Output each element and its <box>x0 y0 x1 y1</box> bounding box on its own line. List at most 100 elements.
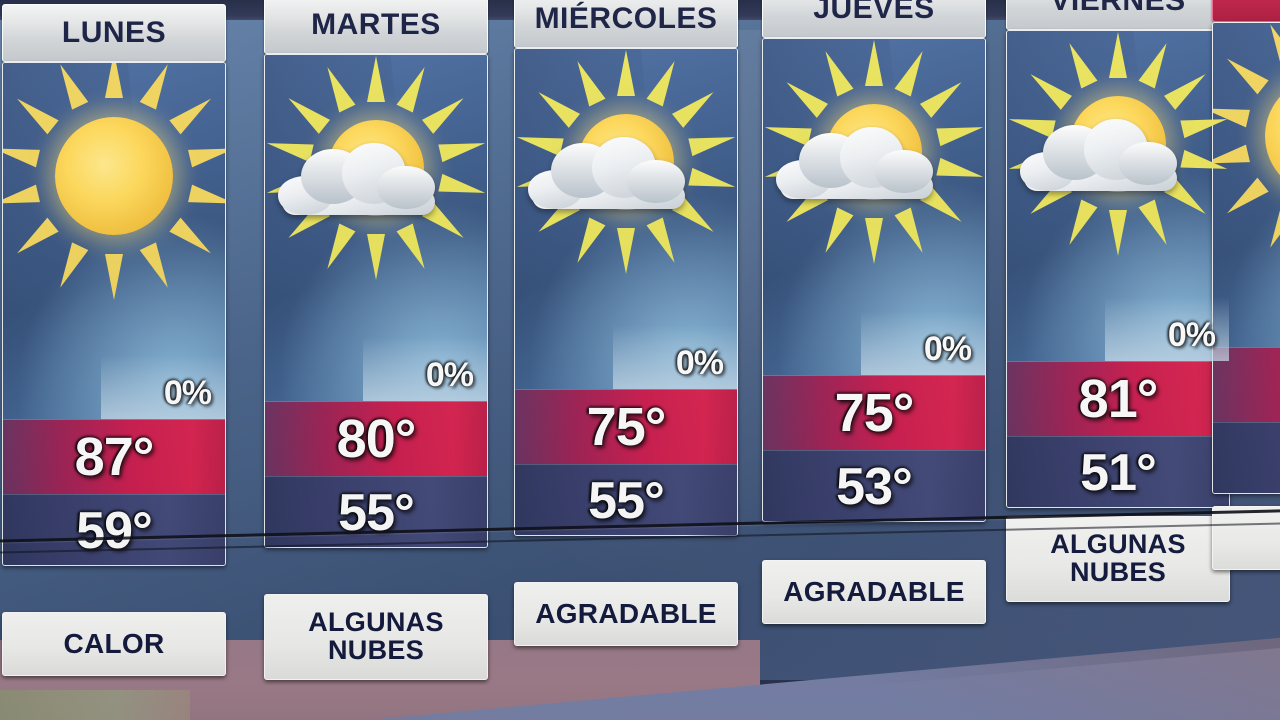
sun-ray <box>438 173 487 202</box>
condition-line: NUBES <box>1069 557 1166 587</box>
day-name-plate[interactable]: MARTES <box>264 0 488 54</box>
sun-ray <box>367 234 385 280</box>
sun-ray <box>936 157 985 186</box>
sun-ray <box>1024 67 1073 110</box>
weather-icon <box>3 63 225 300</box>
day-name: MARTES <box>311 8 441 41</box>
precip-haze <box>612 325 737 389</box>
cloud-icon <box>278 138 438 222</box>
precip-probability: 0% <box>425 356 474 394</box>
sun-ray <box>169 91 217 135</box>
sun-ray <box>1061 39 1098 89</box>
sun-ray <box>421 91 470 134</box>
sun-ray <box>11 217 59 261</box>
sky-panel: 0% <box>1007 31 1229 361</box>
condition-text: CALOR <box>61 626 166 663</box>
weather-icon <box>763 40 985 264</box>
sun-ray <box>1109 210 1127 256</box>
condition-line: ALGUNAS <box>1050 529 1186 560</box>
sky-panel: 0% <box>265 55 487 401</box>
low-temp-band: 5 <box>1213 422 1280 493</box>
precip-probability: 0% <box>923 330 972 368</box>
forecast-day-card[interactable]: MARTES 0% 80° 55° ALGUNAS NUBES <box>258 0 494 680</box>
sun-ray <box>1262 23 1280 70</box>
condition-line: CALOR <box>63 627 165 659</box>
sun-disc <box>1265 77 1280 195</box>
forecast-day-card[interactable]: LUNES 0% 87° 59° CALOR <box>0 0 232 676</box>
sun-ray <box>617 50 635 96</box>
forecast-day-card[interactable]: JUEVES 0% 75° 53° AGRADABLE <box>756 0 992 624</box>
sun-ray <box>319 63 356 113</box>
sun-ray <box>105 63 123 98</box>
sun-ray <box>936 118 985 147</box>
sun-ray <box>1138 199 1175 249</box>
low-temp: 53° <box>836 458 913 516</box>
high-temp: 75° <box>834 383 915 443</box>
cloud-icon <box>1020 114 1180 198</box>
cloud-puff <box>627 160 685 204</box>
condition-line: AGRADABLE <box>783 575 965 607</box>
condition-plate[interactable]: ALGUNAS NUBES <box>264 594 488 680</box>
sun-ray <box>188 139 225 168</box>
day-name-plate[interactable]: SÁB <box>1212 0 1280 22</box>
sun-ray <box>1061 199 1098 249</box>
sun-ray <box>671 85 720 128</box>
condition-text: AGRADABLE <box>533 596 719 633</box>
sun-ray <box>3 139 40 168</box>
day-name-plate[interactable]: JUEVES <box>762 0 986 38</box>
sun-ray <box>11 91 59 135</box>
condition-plate[interactable]: AGRADABLE <box>762 560 986 624</box>
sun-ray <box>52 242 89 292</box>
sun-ray <box>865 40 883 86</box>
day-name: JUEVES <box>813 0 935 25</box>
forecast-day-card[interactable]: SÁB85 SOLE <box>1206 0 1280 570</box>
high-temp: 75° <box>586 397 667 457</box>
sun-ray <box>569 57 606 107</box>
sun-ray <box>169 217 217 261</box>
sun-ray <box>1213 144 1250 173</box>
condition-plate[interactable]: CALOR <box>2 612 226 676</box>
day-name: MIÉRCOLES <box>534 2 718 35</box>
high-temp-band: 87° <box>3 419 225 494</box>
day-body: 85 <box>1212 22 1280 494</box>
sun-ray <box>1213 99 1250 128</box>
high-temp-band: 75° <box>763 375 985 450</box>
condition-plate[interactable]: ALGUNAS NUBES <box>1006 516 1230 602</box>
low-temp-band: 51° <box>1007 436 1229 507</box>
sun-ray <box>52 63 89 110</box>
sky-panel: 0% <box>3 63 225 419</box>
day-name-plate[interactable]: LUNES <box>2 4 226 62</box>
condition-plate[interactable]: AGRADABLE <box>514 582 738 646</box>
sun-ray <box>3 184 40 213</box>
precip-probability: 0% <box>675 344 724 382</box>
sun-ray <box>1262 202 1280 252</box>
sun-ray <box>646 57 683 107</box>
sun-ray <box>438 134 487 163</box>
day-name-plate[interactable]: VIERNES <box>1006 0 1230 30</box>
sun-ray <box>188 184 225 213</box>
condition-plate[interactable]: SOLE <box>1212 506 1280 570</box>
cloud-puff <box>377 166 435 210</box>
high-temp-band: 80° <box>265 401 487 476</box>
sun-ray <box>105 254 123 300</box>
sun-ray <box>688 128 737 157</box>
cloud-icon <box>528 132 688 216</box>
day-name-plate[interactable]: MIÉRCOLES <box>514 0 738 48</box>
condition-text: ALGUNAS NUBES <box>306 605 446 668</box>
high-temp: 81° <box>1078 369 1159 429</box>
precip-haze <box>1104 297 1229 361</box>
sun-ray <box>919 75 968 118</box>
forecast-day-card[interactable]: MIÉRCOLES 0% 75° 55° AGRADABLE <box>508 0 744 646</box>
sun-ray <box>1163 67 1212 110</box>
day-name: VIERNES <box>1050 0 1186 17</box>
low-temp-band: 59° <box>3 494 225 565</box>
sun-ray <box>139 63 176 110</box>
forecast-day-card[interactable]: VIERNES 0% 81° 51° ALGUNAS NUBES <box>1000 0 1236 602</box>
low-temp-band: 53° <box>763 450 985 521</box>
sun-ray <box>646 217 683 267</box>
sun-ray <box>1221 177 1269 221</box>
weather-icon <box>1213 23 1280 252</box>
sun-ray <box>894 207 931 257</box>
high-temp-band: 75° <box>515 389 737 464</box>
condition-line: ALGUNAS <box>308 607 444 638</box>
